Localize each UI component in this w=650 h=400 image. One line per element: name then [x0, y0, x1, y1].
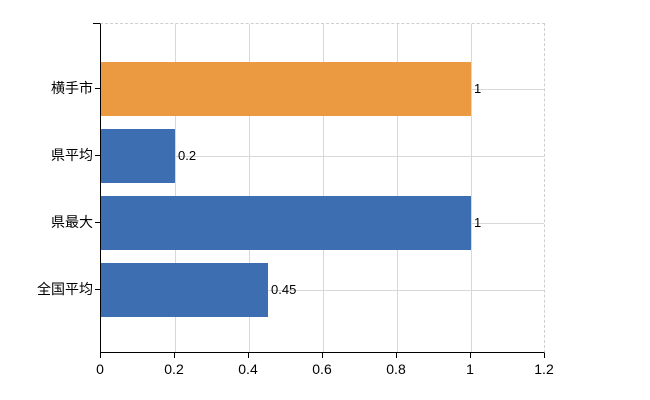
y-axis-category-label: 横手市 — [51, 80, 93, 96]
x-axis-tick — [100, 353, 101, 358]
bar-value-label: 1 — [474, 215, 482, 230]
x-axis-tick — [174, 353, 175, 358]
x-axis-tick — [322, 353, 323, 358]
bar-1 — [101, 129, 175, 183]
y-axis-tick — [95, 289, 100, 290]
x-axis-tick — [396, 353, 397, 358]
bar-value-label: 1 — [474, 81, 482, 96]
bar-0 — [101, 62, 471, 116]
x-axis-tick-label: 0.4 — [238, 361, 258, 377]
x-axis-tick — [470, 353, 471, 358]
x-axis-tick-label: 0.2 — [164, 361, 184, 377]
y-axis-category-label: 県最大 — [51, 214, 93, 230]
x-axis-tick-label: 1 — [466, 361, 474, 377]
x-gridline — [323, 24, 324, 352]
y-gridline — [101, 156, 544, 157]
y-axis-tick — [95, 88, 100, 89]
y-gridline — [101, 290, 544, 291]
x-axis-tick-label: 1.2 — [534, 361, 554, 377]
x-gridline — [249, 24, 250, 352]
bar-2 — [101, 196, 471, 250]
y-axis-end-tick — [93, 23, 100, 24]
y-axis-tick — [95, 222, 100, 223]
y-axis-category-label: 県平均 — [51, 147, 93, 163]
x-axis-tick — [544, 353, 545, 358]
x-gridline — [471, 24, 472, 352]
bar-value-label: 0.45 — [271, 282, 297, 297]
y-axis-tick — [95, 155, 100, 156]
y-axis-category-label: 全国平均 — [37, 281, 93, 297]
x-gridline — [175, 24, 176, 352]
x-axis-tick-label: 0.6 — [312, 361, 332, 377]
bar-value-label: 0.2 — [178, 148, 197, 163]
x-axis-tick-label: 0.8 — [386, 361, 406, 377]
x-gridline — [397, 24, 398, 352]
x-axis-tick — [248, 353, 249, 358]
plot-area: 1 0.2 1 0.45 — [100, 23, 545, 353]
bar-3 — [101, 263, 268, 317]
x-axis-tick-label: 0 — [96, 361, 104, 377]
